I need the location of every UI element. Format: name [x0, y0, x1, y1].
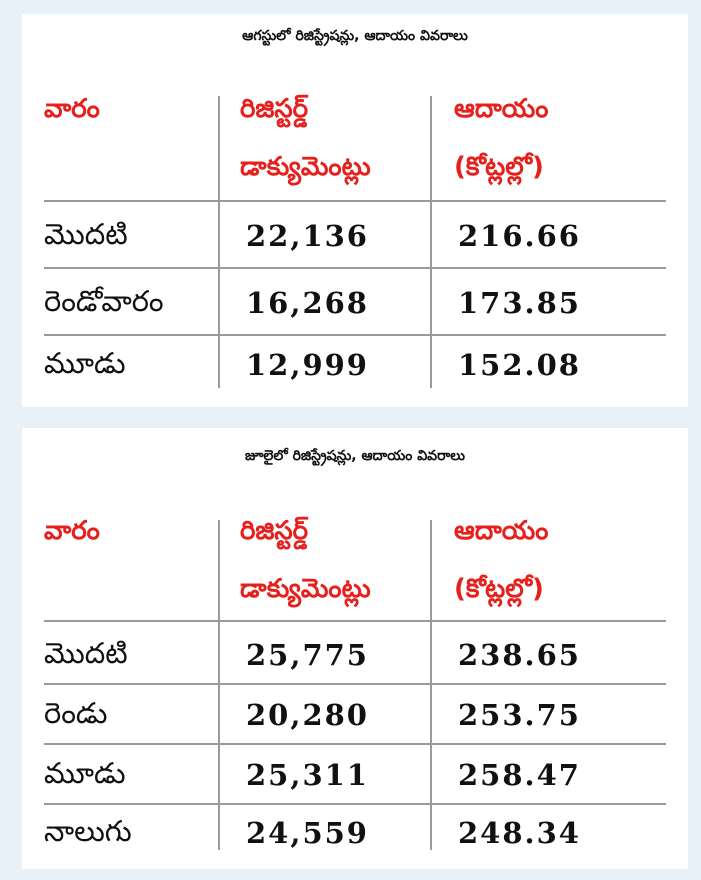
july-row-2-documents: 20,280	[246, 698, 369, 732]
august-table-panel: ఆగస్టులో రిజిస్ట్రేషన్లు, ఆదాయం వివరాలు …	[22, 14, 688, 407]
july-row-2-week: రెండు	[44, 696, 108, 730]
august-header-documents-line2: డాక్యుమెంట్లు	[240, 152, 371, 182]
july-header-rule	[44, 620, 666, 622]
august-table-title: ఆగస్టులో రిజిస్ట్రేషన్లు, ఆదాయం వివరాలు	[242, 28, 468, 44]
august-header-revenue-line2: (కోట్లల్లో)	[454, 152, 544, 182]
august-row-2-documents: 16,268	[246, 286, 369, 320]
july-row-rule-1	[44, 683, 666, 685]
august-header-rule	[44, 200, 666, 202]
august-row-3-week: మూడు	[44, 346, 126, 380]
july-table-title: జూలైలో రిజిస్ట్రేషన్లు, ఆదాయం వివరాలు	[245, 448, 465, 464]
august-row-1-week: మొదటి	[44, 217, 128, 251]
august-header-week: వారం	[44, 94, 100, 124]
july-row-1-week: మొదటి	[44, 636, 128, 670]
august-row-rule-2	[44, 334, 666, 336]
july-row-4-documents: 24,559	[246, 816, 369, 850]
august-row-2-week: రెండోవారం	[44, 284, 164, 318]
july-row-1-revenue: 238.65	[458, 638, 581, 672]
july-row-3-revenue: 258.47	[458, 758, 581, 792]
july-header-revenue-line1: ఆదాయం	[454, 516, 549, 546]
july-column-divider-1	[218, 520, 220, 850]
august-row-rule-1	[44, 267, 666, 269]
july-column-divider-2	[430, 520, 432, 850]
july-row-rule-2	[44, 743, 666, 745]
august-row-1-documents: 22,136	[246, 219, 369, 253]
july-header-revenue-line2: (కోట్లల్లో)	[454, 574, 544, 604]
july-row-3-documents: 25,311	[246, 758, 369, 792]
july-header-week: వారం	[44, 516, 100, 546]
july-table-panel: జూలైలో రిజిస్ట్రేషన్లు, ఆదాయం వివరాలు వా…	[22, 428, 688, 869]
july-row-rule-3	[44, 803, 666, 805]
july-row-4-revenue: 248.34	[458, 816, 581, 850]
july-row-3-week: మూడు	[44, 756, 126, 790]
july-header-documents-line2: డాక్యుమెంట్లు	[240, 574, 371, 604]
august-row-1-revenue: 216.66	[458, 219, 581, 253]
july-header-documents-line1: రిజిస్టర్డ్	[240, 516, 309, 546]
august-header-documents-line1: రిజిస్టర్డ్	[240, 94, 309, 124]
august-row-2-revenue: 173.85	[458, 286, 581, 320]
august-row-3-documents: 12,999	[246, 348, 369, 382]
july-row-1-documents: 25,775	[246, 638, 369, 672]
july-row-4-week: నాలుగు	[44, 814, 132, 848]
august-column-divider-2	[430, 96, 432, 388]
august-column-divider-1	[218, 96, 220, 388]
august-header-revenue-line1: ఆదాయం	[454, 94, 549, 124]
july-row-2-revenue: 253.75	[458, 698, 581, 732]
august-row-3-revenue: 152.08	[458, 348, 581, 382]
